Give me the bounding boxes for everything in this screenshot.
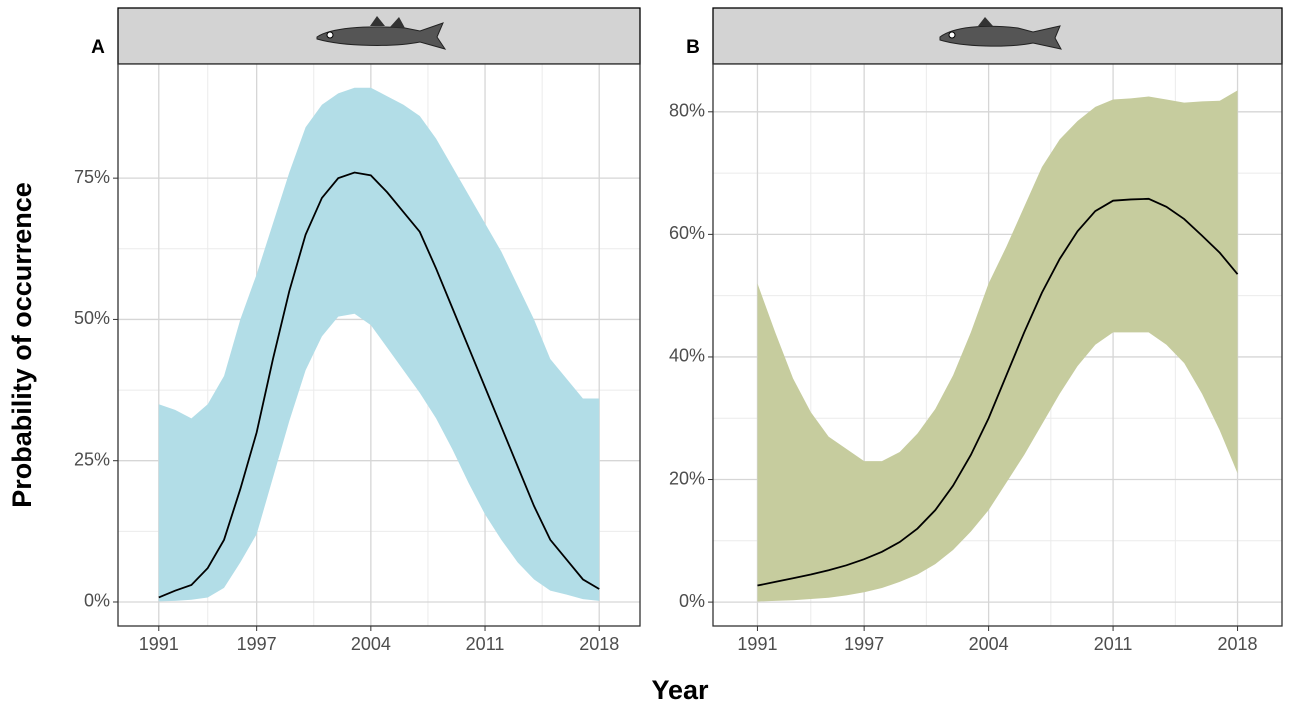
y-tick-label: 20% [669,468,705,488]
panel-label: B [686,37,700,58]
x-tick-label: 2004 [351,634,391,654]
x-tick-label: 2018 [1218,634,1258,654]
y-tick-label: 40% [669,346,705,366]
x-tick-label: 1991 [737,634,777,654]
y-tick-label: 0% [679,591,705,611]
y-tick-label: 75% [74,167,110,187]
x-tick-label: 2018 [579,634,619,654]
x-axis-title: Year [651,675,709,705]
y-axis-title: Probability of occurrence [7,182,37,508]
y-tick-label: 60% [669,223,705,243]
y-tick-label: 50% [74,308,110,328]
figure: 0% 25% 50% 75% 1991 1997 2004 2011 2018 A 0% 20% 40%… [0,0,1296,708]
y-tick-label: 0% [84,591,110,611]
y-tick-label: 25% [74,449,110,469]
y-tick-label: 80% [669,101,705,121]
x-tick-label: 1997 [237,634,277,654]
x-tick-label: 2004 [969,634,1009,654]
x-tick-label: 2011 [466,634,505,654]
panel-label: A [91,37,105,58]
x-tick-label: 1991 [139,634,179,654]
x-tick-label: 1997 [844,634,884,654]
x-tick-label: 2011 [1094,634,1133,654]
